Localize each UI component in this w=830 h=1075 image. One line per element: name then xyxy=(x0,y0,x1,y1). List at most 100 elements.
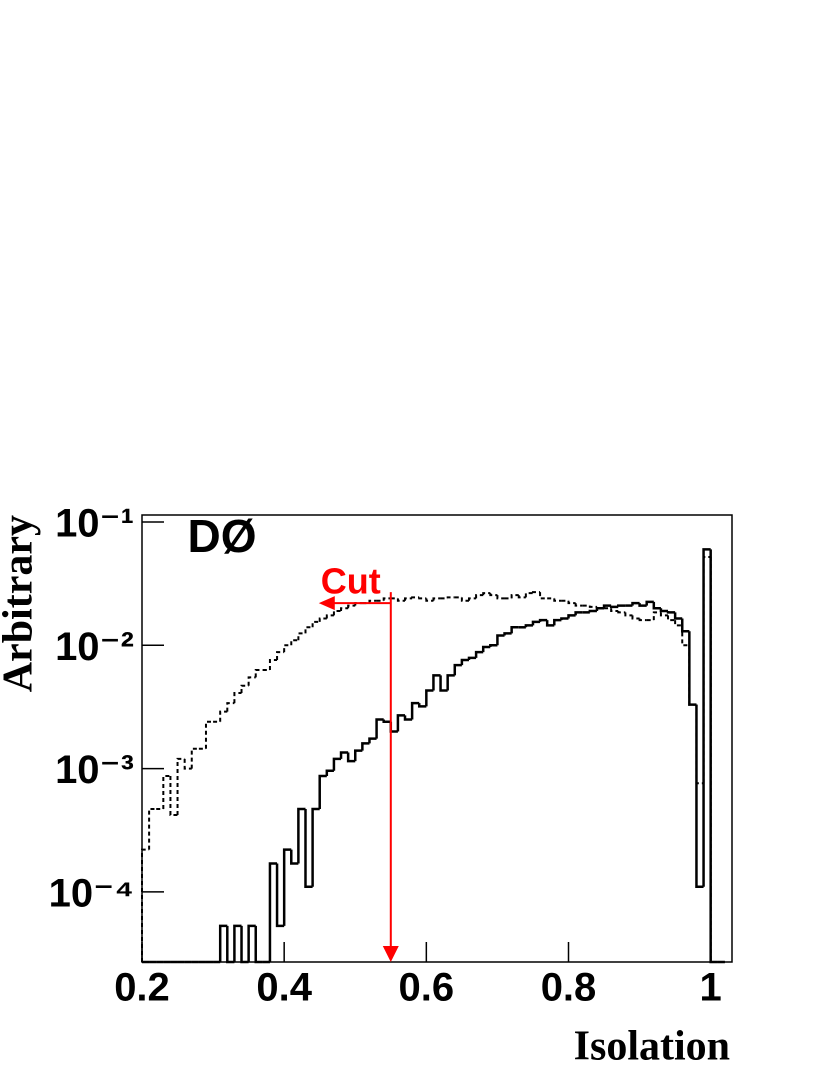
histogram-bin xyxy=(411,596,420,599)
histogram-bin xyxy=(695,704,704,889)
histogram-bin xyxy=(318,774,327,810)
y-tick-label: 10⁻² xyxy=(55,625,134,669)
plot-frame xyxy=(141,514,733,963)
histogram-bin xyxy=(375,718,384,739)
histogram-bin xyxy=(148,808,157,850)
histogram-bin xyxy=(453,663,462,676)
histogram-bin xyxy=(652,601,661,610)
histogram-bin xyxy=(709,549,718,964)
histogram-bin xyxy=(396,714,406,732)
histogram-bin xyxy=(204,720,214,749)
histogram-bin xyxy=(496,634,505,646)
y-axis-label: Arbitrary xyxy=(0,515,42,692)
cut-direction-head xyxy=(318,596,335,611)
histogram-bin xyxy=(226,925,235,964)
x-tick-label: 1 xyxy=(700,966,722,1010)
histogram-bin xyxy=(489,644,498,647)
histogram-bin xyxy=(176,757,185,816)
cut-label: Cut xyxy=(321,561,381,602)
histogram-bin xyxy=(297,807,306,864)
histogram-bin xyxy=(432,674,441,691)
histogram-bin xyxy=(276,651,285,661)
histogram-bin xyxy=(254,925,263,964)
histogram-bin xyxy=(517,595,526,599)
histogram-bin xyxy=(545,620,555,627)
histogram-bin xyxy=(503,632,512,636)
histogram-bin xyxy=(680,618,690,633)
histogram-bin xyxy=(290,849,299,865)
histogram-bin xyxy=(638,618,647,622)
histogram-bin xyxy=(610,608,619,612)
histogram-bin xyxy=(325,614,334,619)
histogram-bin xyxy=(574,603,583,607)
histogram-bin xyxy=(510,594,519,599)
histogram-bin xyxy=(688,631,697,706)
histogram-bin xyxy=(354,749,363,762)
histogram-bin xyxy=(439,675,448,692)
histogram-bin xyxy=(467,656,477,661)
histogram-bin xyxy=(553,598,562,602)
histogram-bin xyxy=(482,592,491,596)
histogram-bin xyxy=(609,605,619,609)
histogram-bin xyxy=(311,620,320,628)
histogram-bin xyxy=(673,612,683,620)
histogram-bin xyxy=(425,598,434,602)
histogram-bin xyxy=(268,659,278,671)
x-tick-label: 0.4 xyxy=(256,966,312,1010)
histogram-bin xyxy=(169,776,178,817)
histogram-bin xyxy=(240,925,249,964)
histogram-bin xyxy=(460,597,469,602)
histogram-bin xyxy=(432,597,441,601)
histogram-bin xyxy=(382,597,391,601)
histogram-bin xyxy=(361,742,370,751)
histogram-bin xyxy=(702,548,711,887)
histogram-bin xyxy=(297,632,306,641)
histogram-bin xyxy=(531,591,541,594)
histogram-bin xyxy=(425,689,434,707)
y-tick-label: 10⁻³ xyxy=(55,748,134,792)
histogram-bin xyxy=(347,604,356,609)
histogram-bin xyxy=(311,807,320,887)
histogram-bin xyxy=(247,924,256,962)
histogram-bin xyxy=(524,624,533,628)
histogram-bin xyxy=(218,924,228,962)
histogram-bin xyxy=(183,758,192,770)
histogram-bin xyxy=(652,611,661,621)
histogram-bin xyxy=(638,603,647,607)
histogram-bin xyxy=(645,600,654,606)
histogram-bin xyxy=(560,617,569,621)
histogram-bin xyxy=(304,809,313,889)
y-tick-label: 10⁻⁴ xyxy=(49,871,134,915)
histogram-bin xyxy=(617,610,626,614)
x-tick-label: 0.6 xyxy=(399,966,455,1010)
histogram-bin xyxy=(467,597,477,601)
histogram-bin xyxy=(602,604,612,609)
histogram-bin xyxy=(588,605,597,608)
histogram-bin xyxy=(510,626,519,634)
histogram-bin xyxy=(588,609,597,613)
y-tick-label: 10⁻¹ xyxy=(55,502,134,546)
histogram-bin xyxy=(346,752,356,763)
histogram-bin xyxy=(332,609,342,616)
histogram-bin xyxy=(553,618,562,626)
histogram-bin xyxy=(481,645,491,653)
histogram-bin xyxy=(275,863,285,928)
histogram-bin xyxy=(268,862,278,962)
histogram-bin xyxy=(539,592,548,600)
histogram-bin xyxy=(674,620,683,627)
histogram-bin xyxy=(318,617,327,622)
histogram-bin xyxy=(496,595,505,600)
histogram-bin xyxy=(574,611,583,616)
histogram-bin xyxy=(567,600,576,605)
histogram-bin xyxy=(446,674,455,691)
histogram-bin xyxy=(254,669,263,678)
histogram-bin xyxy=(339,751,349,759)
histogram-bin xyxy=(667,615,676,622)
histogram-bin xyxy=(624,612,633,617)
histogram-bin xyxy=(304,626,313,634)
histogram-bin xyxy=(475,594,484,599)
histogram-bin xyxy=(325,769,334,777)
histogram-bin xyxy=(460,658,469,666)
x-tick-label: 0.8 xyxy=(541,966,597,1010)
histogram-bin xyxy=(418,597,427,600)
